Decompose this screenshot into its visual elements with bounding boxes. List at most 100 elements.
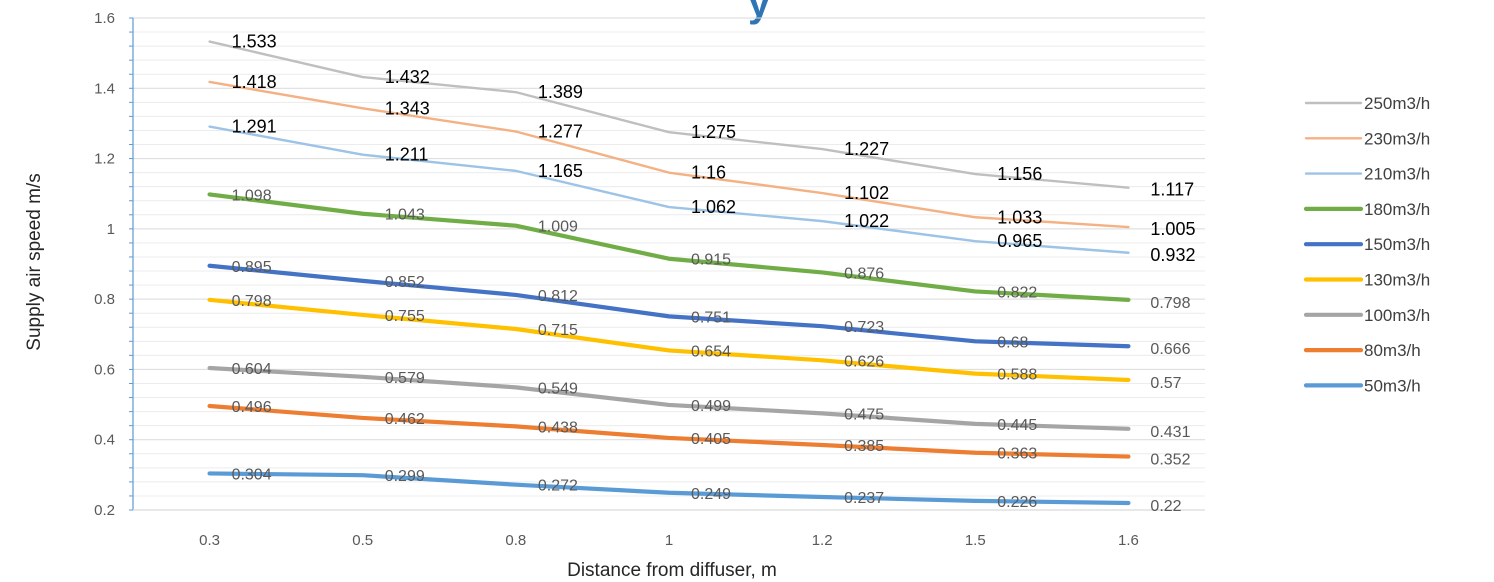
data-label: 0.895 [232,259,272,276]
data-label: 0.965 [997,231,1042,251]
data-label: 0.462 [385,411,425,428]
data-label: 1.117 [1150,180,1194,200]
data-label: 1.165 [538,161,583,181]
data-label: 0.579 [385,370,425,387]
data-label: 0.475 [844,406,884,423]
data-label: 0.755 [385,308,425,325]
data-label: 0.438 [538,419,578,436]
data-label: 0.299 [385,468,425,485]
y-tick-label: 1.6 [94,10,115,27]
series-line-100m3-h [207,365,1131,431]
data-label: 0.226 [997,494,1037,511]
data-label: 0.272 [538,478,578,495]
y-tick-label: 0.8 [94,291,115,308]
data-label: 0.588 [997,367,1037,384]
data-label: 0.932 [1150,245,1195,265]
data-label: 1.098 [232,187,272,204]
series-line-80m3-h [207,403,1131,459]
data-label: 1.277 [538,122,583,142]
legend-entry-label: 180m3/h [1364,200,1430,219]
y-axis-ticks: 0.2 0.4 0.6 0.8 1 1.2 1.4 1.6 [94,10,115,519]
x-axis-label: Distance from diffuser, m [567,560,777,581]
data-label: 1.291 [232,117,277,137]
data-label: 0.237 [844,490,884,507]
data-label: 0.852 [385,274,425,291]
y-tick-label: 1.2 [94,151,115,168]
legend-entry-label: 230m3/h [1364,129,1430,148]
legend: 250m3/h 230m3/h 210m3/h 180m3/h 150m3/h 130m3… [1303,94,1430,395]
data-label: 1.227 [844,139,889,159]
data-label: 0.751 [691,309,731,326]
data-label: 1.343 [385,98,430,118]
data-label: 0.57 [1150,375,1181,392]
series-lines [207,40,1131,506]
data-labels: 1.533 1.432 1.389 1.275 1.227 1.156 1.117 1.418… [232,32,1196,515]
legend-entry-label: 150m3/h [1364,235,1430,254]
data-label: 1.533 [232,32,277,52]
x-tick-label: 0.3 [199,532,220,549]
data-label: 1.062 [691,197,736,217]
data-label: 1.009 [538,219,578,236]
data-label: 1.005 [1150,219,1195,239]
data-label: 0.604 [232,361,272,378]
legend-entry-label: 250m3/h [1364,94,1430,113]
data-label: 0.445 [997,417,1037,434]
data-label: 0.249 [691,486,731,503]
data-label: 1.022 [844,211,889,231]
data-label: 1.156 [997,164,1042,184]
data-label: 0.352 [1150,452,1190,469]
data-label: 0.68 [997,334,1028,351]
data-label: 1.275 [691,122,736,142]
series-line-50m3-h [207,471,1131,506]
data-label: 1.102 [844,183,889,203]
data-label: 1.211 [385,145,429,165]
data-label: 0.723 [844,319,884,336]
y-axis-label: Supply air speed m/s [24,173,45,350]
data-label: 0.405 [691,431,731,448]
data-label: 0.626 [844,353,884,370]
series-line-230m3-h [208,80,1130,229]
data-label: 0.22 [1150,498,1181,515]
data-label: 1.432 [385,67,430,87]
x-tick-label: 1.2 [812,532,833,549]
legend-entry-label: 100m3/h [1364,306,1430,325]
legend-entry-label: 210m3/h [1364,165,1430,184]
data-label: 0.549 [538,380,578,397]
legend-entry-label: 130m3/h [1364,271,1430,290]
data-label: 0.715 [538,322,578,339]
data-label: 1.16 [691,163,726,183]
data-label: 0.431 [1150,424,1190,441]
data-label: 0.822 [997,284,1037,301]
series-line-150m3-h [207,263,1131,349]
legend-entry-label: 50m3/h [1364,376,1421,395]
x-tick-label: 1 [665,532,673,549]
series-line-210m3-h [208,125,1130,254]
series-line-180m3-h [207,192,1131,302]
x-axis-ticks: 0.3 0.5 0.8 1 1.2 1.5 1.6 [199,532,1139,549]
chart-title-fragment: y [748,0,771,25]
data-label: 1.389 [538,82,583,102]
data-label: 1.043 [385,207,425,224]
data-label: 1.033 [997,207,1042,227]
data-label: 0.812 [538,288,578,305]
data-label: 0.496 [232,399,272,416]
y-tick-label: 1.4 [94,80,115,97]
data-label: 0.363 [997,446,1037,463]
x-tick-label: 1.6 [1118,532,1139,549]
x-tick-label: 1.5 [965,532,986,549]
data-label: 0.798 [232,293,272,310]
data-label: 0.798 [1150,295,1190,312]
x-tick-label: 0.5 [352,532,373,549]
data-label: 0.304 [232,466,272,483]
data-label: 0.499 [691,398,731,415]
series-line-250m3-h [208,40,1130,189]
data-label: 0.654 [691,343,731,360]
data-label: 0.385 [844,438,884,455]
data-label: 0.915 [691,252,731,269]
data-label: 0.666 [1150,341,1190,358]
y-tick-label: 0.4 [94,432,115,449]
y-tick-label: 0.6 [94,361,115,378]
series-line-130m3-h [207,297,1131,383]
data-label: 1.418 [232,72,277,92]
